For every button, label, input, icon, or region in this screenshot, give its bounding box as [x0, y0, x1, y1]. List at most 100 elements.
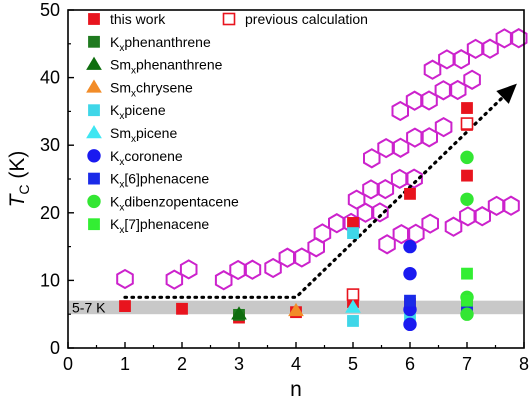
legend-entry: Kxpicene	[110, 102, 166, 122]
molecule-ring	[229, 259, 247, 281]
data-point	[176, 302, 188, 315]
legend-entry: Kxphenanthrene	[110, 34, 211, 54]
legend-entry: Kxcoronene	[110, 148, 183, 168]
x-axis-title: n	[290, 378, 302, 401]
legend-entry: Smxphenanthrene	[110, 57, 223, 77]
molecule-ring	[509, 28, 528, 49]
data-point	[461, 267, 473, 280]
data-point	[460, 150, 474, 165]
molecule-ring	[444, 216, 463, 237]
molecule-ring	[466, 38, 485, 60]
legend-marker	[88, 13, 100, 25]
molecule-ring	[313, 223, 332, 244]
data-point	[461, 102, 473, 114]
molecule-ring	[463, 69, 481, 90]
molecule-ring	[421, 213, 439, 234]
x-tick-label: 3	[234, 354, 244, 374]
x-tick-label: 2	[177, 354, 187, 374]
legend-marker	[88, 172, 100, 185]
molecule-ring	[473, 206, 491, 227]
molecule-ring	[116, 268, 134, 290]
molecule-ring	[420, 127, 438, 148]
y-tick-label: 50	[40, 0, 60, 20]
molecule-ring	[487, 195, 506, 217]
data-point	[404, 294, 416, 307]
legend-entry: this work	[110, 11, 166, 27]
legend-marker	[86, 79, 102, 93]
molecule-ring	[390, 168, 409, 190]
molecule-ring	[377, 137, 395, 159]
molecule-ring	[434, 116, 453, 138]
data-point	[231, 306, 247, 320]
legend-marker	[87, 149, 101, 163]
molecule-ring	[495, 28, 514, 49]
legend-entry: Smxpicene	[110, 125, 177, 145]
legend-marker	[88, 104, 100, 117]
y-axis-title: TC (K)	[6, 151, 32, 208]
molecule-ring	[423, 59, 442, 80]
molecule-ring	[420, 90, 438, 111]
x-tick-label: 6	[405, 354, 415, 374]
molecule-ring	[405, 168, 423, 189]
molecule-ring	[434, 80, 453, 101]
data-point	[347, 315, 359, 327]
data-point	[403, 239, 417, 254]
data-point	[461, 169, 473, 182]
data-point	[347, 217, 359, 229]
molecule-ring	[264, 257, 282, 279]
molecule-ring	[391, 100, 409, 122]
molecule-ring	[165, 269, 184, 290]
y-tick-label: 10	[40, 270, 60, 290]
data-point	[460, 307, 474, 321]
y-tick-label: 0	[50, 338, 60, 358]
x-tick-label: 8	[519, 354, 529, 374]
molecule-ring	[371, 202, 389, 223]
molecule-ring	[293, 247, 311, 268]
data-point	[460, 117, 474, 130]
y-tick-label: 40	[40, 68, 60, 88]
molecule-ring	[362, 179, 380, 200]
data-point	[461, 294, 473, 307]
trend-arrow-line	[123, 86, 515, 299]
data-point	[403, 266, 417, 281]
molecule-ring	[391, 137, 410, 158]
axis-ticks: 0 1 2 3 4 5 6 7 8 0 10 20 30 40 50	[40, 0, 529, 374]
legend-marker	[86, 125, 102, 139]
molecule-illustrations	[116, 28, 528, 291]
x-tick-label: 0	[63, 354, 73, 374]
molecule-ring	[307, 237, 325, 258]
molecule-ring	[328, 213, 346, 234]
molecule-ring	[179, 259, 198, 280]
data-point	[403, 317, 417, 332]
legend-marker	[88, 35, 100, 48]
legend-entry: previous calculation	[245, 11, 368, 27]
legend-marker	[87, 194, 101, 209]
molecule-ring	[376, 178, 395, 200]
molecule-ring	[243, 259, 262, 280]
data-point	[288, 302, 304, 317]
molecule-ring	[452, 49, 470, 70]
molecule-ring	[392, 223, 411, 245]
data-point	[119, 300, 131, 312]
legend-entry: Kx[6]phenacene	[110, 171, 209, 191]
y-tick-label: 30	[40, 135, 60, 155]
data-point	[345, 299, 361, 313]
x-tick-label: 4	[291, 354, 301, 374]
legend-marker	[222, 12, 236, 26]
data-points	[119, 102, 474, 332]
molecule-ring	[502, 195, 520, 216]
molecule-ring	[438, 49, 456, 70]
molecule-ring	[481, 38, 499, 59]
legend-entry: Kx[7]phenacene	[110, 216, 209, 236]
data-point	[346, 288, 360, 301]
molecule-ring	[363, 148, 381, 169]
x-tick-label: 5	[348, 354, 358, 374]
data-point	[404, 187, 416, 200]
molecule-ring	[405, 90, 424, 111]
molecule-ring	[347, 189, 366, 210]
legend-marker	[88, 218, 100, 231]
trend-arrowhead	[496, 83, 517, 104]
x-tick-label: 1	[120, 354, 130, 374]
data-point	[347, 227, 359, 239]
